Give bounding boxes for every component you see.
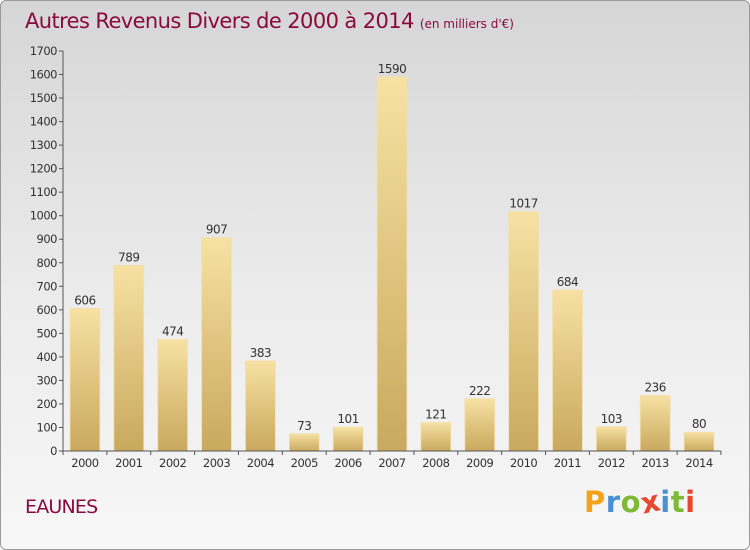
logo-letter: o (620, 485, 642, 519)
x-tick-label-2008: 2008 (422, 456, 449, 470)
bars: 606 789 474 907 383 73 101 1590 121 222 1017 684 103… (69, 62, 715, 452)
logo-letter: t (670, 485, 686, 519)
data-label-2001: 789 (118, 250, 139, 264)
y-tick-label: 500 (37, 326, 58, 340)
location-label: EAUNES (25, 496, 98, 518)
x-tick-label-2012: 2012 (598, 456, 625, 470)
y-tick-label: 1500 (30, 91, 57, 105)
x-tick-label-2013: 2013 (642, 456, 669, 470)
data-label-2014: 80 (692, 417, 706, 431)
y-tick-label: 200 (37, 397, 58, 411)
y-tick-label: 300 (37, 373, 58, 387)
logo-letter: r (605, 485, 621, 519)
x-tick-label-2002: 2002 (159, 456, 186, 470)
data-label-2000: 606 (74, 293, 95, 307)
x-tick-label-2005: 2005 (291, 456, 318, 470)
data-label-2007: 1590 (378, 62, 407, 76)
logo-letter: i (685, 485, 696, 519)
y-tick-label: 800 (37, 256, 58, 270)
x-tick-label-2006: 2006 (334, 456, 361, 470)
y-tick-label: 400 (37, 350, 58, 364)
logo-letter: i (660, 485, 671, 519)
bar-2010 (508, 211, 539, 452)
x-tick-label-2007: 2007 (378, 456, 405, 470)
chart-unit-note: (en milliers d'€) (419, 17, 514, 31)
y-tick-label: 900 (37, 232, 58, 246)
bar-2004 (245, 360, 276, 452)
bar-2000 (69, 308, 101, 452)
bar-2008 (420, 422, 452, 452)
x-tick-label-2011: 2011 (554, 456, 581, 470)
x-tick-label-2004: 2004 (247, 456, 274, 470)
y-tick-label: 1300 (30, 138, 57, 152)
logo-letter: P (584, 485, 606, 519)
bar-2003 (201, 237, 232, 452)
x-tick-label-2014: 2014 (685, 456, 712, 470)
data-label-2005: 73 (297, 419, 311, 433)
x-tick-label-2010: 2010 (510, 456, 537, 470)
data-label-2009: 222 (469, 384, 490, 398)
y-axis: 0 100 200 300 400 500 600 700 800 900 1000 1100 1200… (30, 44, 64, 458)
x-tick-label-2003: 2003 (203, 456, 230, 470)
data-label-2011: 684 (557, 275, 578, 289)
y-tick-label: 1600 (30, 68, 57, 82)
y-tick-label: 0 (50, 444, 57, 458)
y-tick-label: 100 (37, 420, 58, 434)
x-axis: 2000 2001 2002 2003 2004 2005 2006 2007 2008 2009… (62, 450, 722, 470)
bar-2012 (596, 426, 627, 452)
data-label-2010: 1017 (509, 197, 538, 211)
bar-2006 (332, 426, 364, 452)
y-tick-label: 1000 (30, 209, 57, 223)
data-label-2013: 236 (644, 380, 665, 394)
data-label-2002: 474 (162, 324, 183, 338)
chart-title: Autres Revenus Divers de 2000 à 2014 (en … (25, 9, 514, 33)
y-tick-label: 600 (37, 303, 58, 317)
x-tick-label-2009: 2009 (466, 456, 493, 470)
y-tick-label: 1700 (30, 44, 57, 58)
bar-2014 (683, 431, 715, 452)
y-tick-label: 1100 (30, 185, 57, 199)
chart-title-text: Autres Revenus Divers de 2000 à 2014 (25, 9, 414, 33)
bar-2002 (157, 339, 188, 452)
y-tick-label: 1200 (30, 162, 57, 176)
y-tick-label: 700 (37, 279, 58, 293)
data-label-2012: 103 (601, 412, 622, 426)
proxiti-logo[interactable]: Proxiti (584, 483, 696, 520)
bar-2007 (376, 76, 408, 452)
bar-2005 (288, 433, 320, 452)
data-label-2006: 101 (337, 412, 358, 426)
y-tick-label: 1400 (30, 115, 57, 129)
x-tick-label-2000: 2000 (71, 456, 98, 470)
bar-2011 (552, 289, 583, 452)
data-label-2003: 907 (206, 223, 227, 237)
x-tick-label-2001: 2001 (115, 456, 142, 470)
bar-2009 (464, 398, 496, 452)
bar-2013 (639, 395, 671, 452)
data-label-2004: 383 (250, 346, 271, 360)
data-label-2008: 121 (425, 408, 446, 422)
bar-2001 (113, 264, 145, 452)
